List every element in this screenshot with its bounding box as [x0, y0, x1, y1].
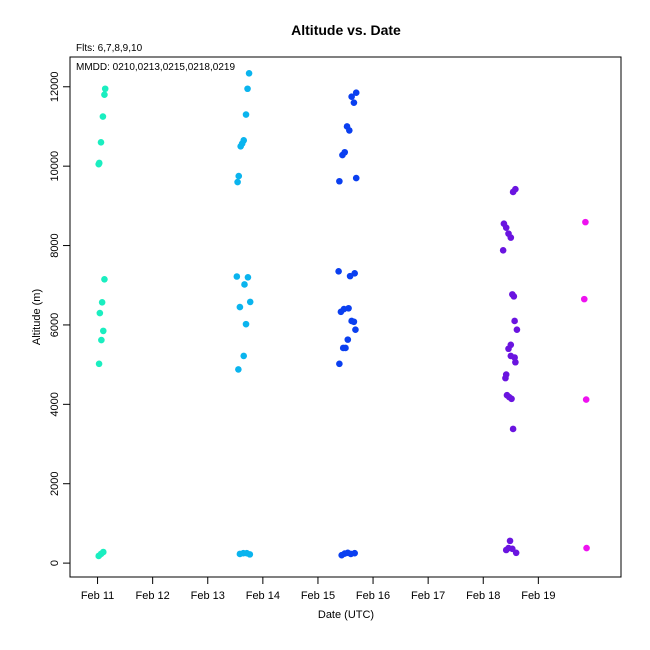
x-axis: Feb 11 Feb 12 Feb 13 Feb 14 Feb 15 Feb 16 Feb … — [81, 577, 555, 602]
data-point-series-3 — [350, 99, 358, 106]
x-tick-label: Feb 19 — [521, 590, 555, 602]
data-point-series-4 — [513, 326, 521, 334]
data-point-series-4 — [509, 425, 517, 433]
data-point-series-1 — [96, 309, 104, 317]
data-point-series-1 — [101, 85, 109, 93]
data-point-series-3 — [336, 360, 343, 368]
x-tick-label: Feb 15 — [301, 590, 335, 602]
data-point-series-1 — [99, 548, 107, 556]
data-point-series-2 — [233, 273, 241, 280]
mmdd-annotation: MMDD: 0210,0213,0215,0218,0219 — [76, 62, 235, 73]
data-point-series-3 — [345, 304, 352, 312]
data-point-series-3 — [348, 93, 355, 100]
chart-title: Altitude vs. Date — [291, 22, 401, 38]
y-tick-label: 8000 — [49, 233, 61, 257]
data-point-series-3 — [346, 127, 353, 134]
data-point-series-1 — [99, 113, 107, 120]
data-point-series-4 — [511, 317, 518, 325]
data-point-series-2 — [236, 303, 244, 311]
data-points — [95, 69, 590, 560]
data-point-series-1 — [98, 336, 105, 344]
x-tick-label: Feb 14 — [246, 590, 280, 602]
data-point-series-5 — [583, 544, 590, 552]
data-point-series-4 — [505, 345, 512, 353]
data-point-series-2 — [234, 178, 241, 186]
data-point-series-2 — [242, 111, 250, 118]
data-point-series-1 — [95, 360, 103, 368]
data-point-series-4 — [502, 224, 510, 231]
data-point-series-3 — [352, 174, 360, 182]
flights-annotation: Flts: 6,7,8,9,10 — [76, 43, 143, 54]
x-tick-label: Feb 13 — [191, 590, 225, 602]
x-tick-label: Feb 17 — [411, 590, 445, 602]
data-point-series-2 — [245, 69, 253, 77]
data-point-series-1 — [101, 275, 108, 283]
data-point-series-2 — [240, 352, 248, 360]
data-point-series-3 — [351, 549, 358, 557]
data-point-series-3 — [352, 326, 359, 334]
data-point-series-3 — [341, 148, 349, 156]
y-axis-label: Altitude (m) — [31, 289, 43, 345]
data-point-series-1 — [95, 160, 102, 168]
y-tick-label: 2000 — [49, 471, 61, 495]
data-point-series-3 — [342, 344, 349, 352]
data-point-series-2 — [242, 320, 250, 328]
data-point-series-2 — [246, 551, 254, 558]
data-point-series-4 — [512, 358, 519, 366]
data-point-series-3 — [336, 177, 343, 185]
data-point-series-2 — [244, 85, 251, 93]
data-point-series-2 — [235, 172, 243, 180]
x-tick-label: Feb 18 — [466, 590, 500, 602]
y-tick-label: 0 — [49, 560, 61, 566]
data-point-series-4 — [499, 247, 507, 254]
data-point-series-2 — [246, 298, 254, 306]
data-point-series-1 — [99, 327, 107, 335]
data-point-series-4 — [512, 549, 520, 557]
x-tick-label: Feb 11 — [81, 590, 114, 602]
data-point-series-3 — [344, 336, 352, 343]
data-point-series-5 — [582, 396, 590, 403]
data-point-series-2 — [244, 274, 252, 281]
data-point-series-1 — [101, 91, 108, 99]
data-point-series-4 — [508, 395, 515, 403]
data-point-series-2 — [241, 281, 248, 288]
data-point-series-1 — [97, 139, 105, 146]
data-point-series-3 — [351, 270, 358, 277]
y-tick-label: 10000 — [49, 151, 61, 182]
data-point-series-3 — [352, 89, 360, 97]
data-point-series-4 — [506, 537, 514, 545]
plot-frame — [69, 56, 622, 578]
y-tick-label: 4000 — [49, 392, 61, 416]
x-tick-label: Feb 12 — [136, 590, 170, 602]
data-point-series-2 — [240, 137, 248, 144]
x-tick-label: Feb 16 — [356, 590, 390, 602]
data-point-series-2 — [235, 366, 242, 373]
y-axis: 0 2000 4000 6000 8000 10000 12000 — [49, 71, 70, 566]
data-point-series-4 — [502, 374, 509, 382]
data-point-series-4 — [507, 234, 515, 241]
y-tick-label: 12000 — [49, 71, 61, 102]
data-point-series-4 — [512, 185, 519, 193]
data-point-series-5 — [580, 295, 588, 303]
x-axis-label: Date (UTC) — [318, 609, 374, 621]
data-point-series-5 — [582, 218, 589, 226]
data-point-series-1 — [98, 299, 106, 306]
y-tick-label: 6000 — [49, 313, 61, 337]
data-point-series-3 — [350, 318, 358, 326]
data-point-series-3 — [335, 268, 342, 275]
data-point-series-4 — [510, 293, 518, 300]
